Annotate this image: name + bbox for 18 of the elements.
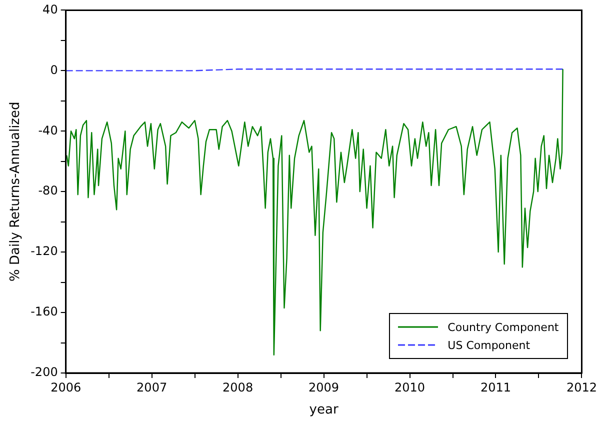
y-tick-label: -40 [38,123,58,138]
y-tick-label: -160 [30,304,58,319]
x-axis-title: year [309,402,339,418]
y-tick-label: 40 [42,2,58,16]
x-tick-label: 2010 [394,380,426,394]
x-tick-label: 2006 [50,380,82,394]
x-tick-label: 2012 [566,380,598,394]
x-tick-label: 2009 [308,380,340,394]
x-tick-label: 2008 [222,380,254,394]
x-tick-label: 2011 [480,380,512,394]
legend-label: US Component [448,338,530,352]
y-tick-label: -200 [30,365,58,380]
legend-label: Country Component [448,320,559,334]
x-tick-label: 2007 [136,380,168,394]
y-axis-title: % Daily Returns-Annualized [8,102,24,282]
y-tick-label: -80 [38,184,58,198]
y-tick-label: -120 [30,244,58,258]
y-tick-label: 0 [50,62,58,77]
